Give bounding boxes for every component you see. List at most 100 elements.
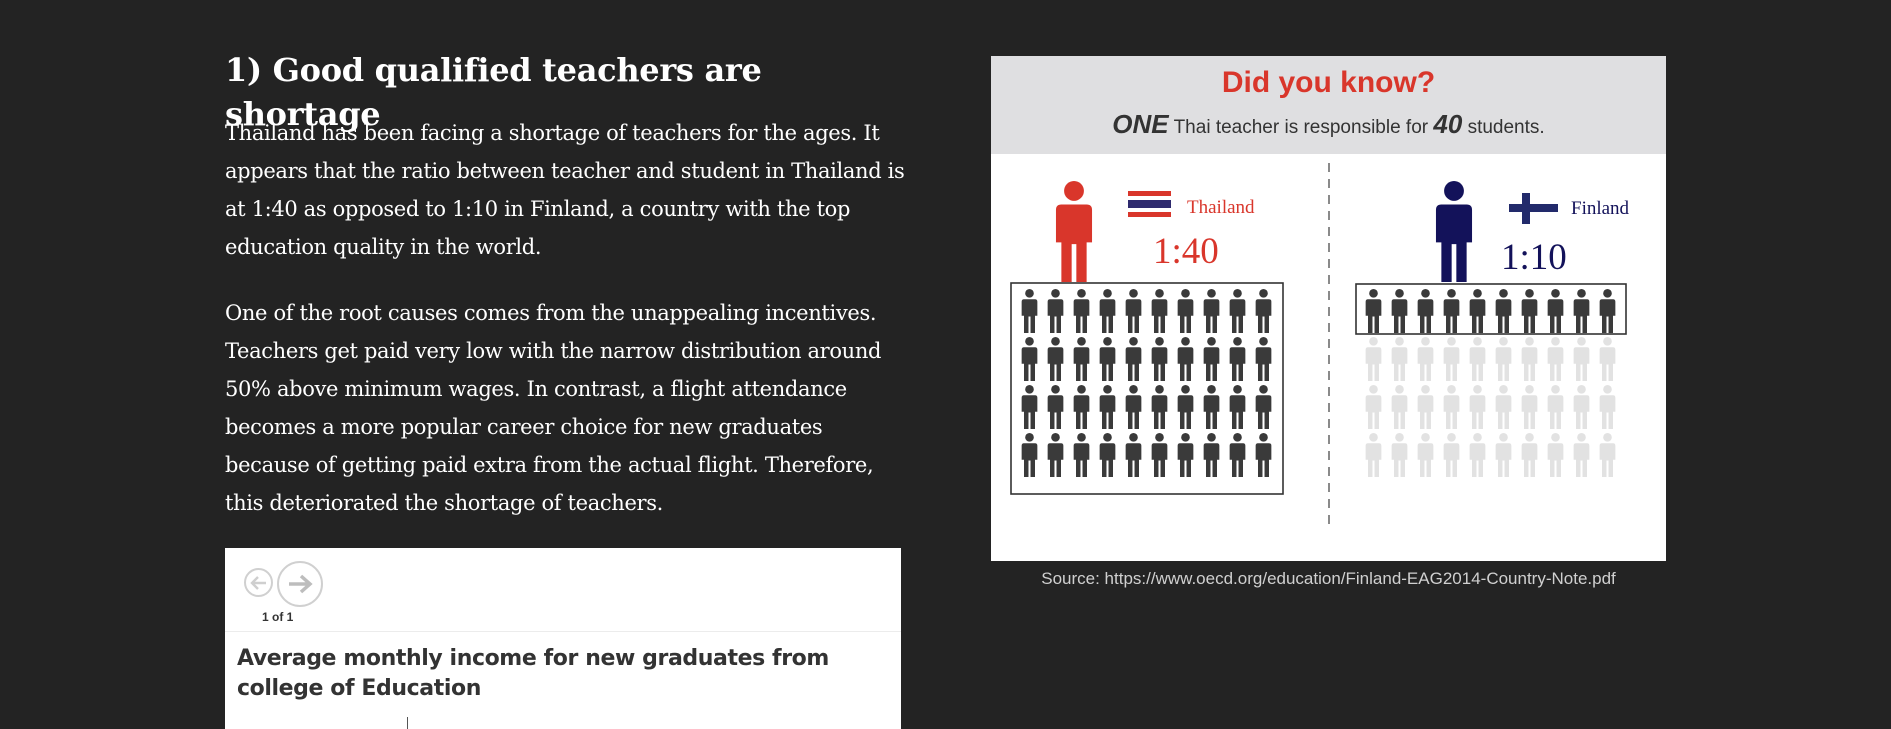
thailand-teacher-icon <box>1055 181 1093 282</box>
finland-student-icon <box>1417 433 1434 477</box>
thailand-student-icon <box>1151 289 1168 333</box>
finland-student-icon <box>1443 289 1460 333</box>
finland-students-box <box>1355 283 1627 335</box>
finland-student-icon <box>1547 337 1564 381</box>
paragraph-ratio: Thailand has been facing a shortage of t… <box>225 121 905 259</box>
finland-student-icon <box>1443 433 1460 477</box>
arrow-right-icon <box>289 574 313 594</box>
finland-student-icon <box>1417 337 1434 381</box>
finland-student-icon <box>1417 385 1434 429</box>
thailand-student-icon <box>1073 337 1090 381</box>
finland-student-icon <box>1391 433 1408 477</box>
thailand-student-icon <box>1021 433 1038 477</box>
next-chart-button[interactable] <box>277 561 323 607</box>
thailand-students-box <box>1010 282 1284 495</box>
arrow-left-icon <box>250 575 266 590</box>
finland-student-icon <box>1391 337 1408 381</box>
finland-student-icon <box>1469 433 1486 477</box>
thailand-student-icon <box>1125 337 1142 381</box>
finland-student-icon <box>1469 289 1486 333</box>
thailand-student-icon <box>1255 337 1272 381</box>
thailand-student-icon <box>1151 385 1168 429</box>
thailand-student-icon <box>1151 433 1168 477</box>
thailand-student-icon <box>1177 433 1194 477</box>
image-source: Source: https://www.oecd.org/education/F… <box>1041 569 1616 588</box>
thailand-student-icon <box>1203 337 1220 381</box>
subtitle-number: 40 <box>1433 109 1463 139</box>
finland-student-icon <box>1573 337 1590 381</box>
thailand-student-icon <box>1177 337 1194 381</box>
finland-student-icon <box>1365 289 1382 333</box>
finland-student-icon <box>1573 433 1590 477</box>
paragraph-incentives: One of the root causes comes from the un… <box>225 301 882 515</box>
finland-student-icon <box>1521 433 1538 477</box>
finland-student-icon <box>1443 337 1460 381</box>
thailand-student-icon <box>1073 385 1090 429</box>
thailand-student-icon <box>1229 337 1246 381</box>
finland-flag-icon <box>1509 193 1558 224</box>
finland-student-icon <box>1573 289 1590 333</box>
finland-student-icon <box>1495 289 1512 333</box>
thailand-student-icon <box>1099 385 1116 429</box>
finland-label: Finland <box>1571 198 1630 219</box>
thailand-student-icon <box>1255 385 1272 429</box>
infographic: Did you know? ONE Thai teacher is respon… <box>991 56 1666 561</box>
thailand-student-icon <box>1021 289 1038 333</box>
finland-student-icon <box>1469 385 1486 429</box>
thailand-student-icon <box>1099 289 1116 333</box>
thailand-student-icon <box>1203 385 1220 429</box>
previous-chart-button[interactable] <box>244 568 273 597</box>
thailand-label: Thailand <box>1187 197 1255 218</box>
finland-student-icon <box>1547 385 1564 429</box>
chart-axis-line <box>407 717 408 729</box>
infographic-subtitle: ONE Thai teacher is responsible for 40 s… <box>991 109 1666 140</box>
infographic-header <box>991 56 1666 154</box>
finland-student-icon <box>1521 337 1538 381</box>
finland-students-grid <box>1365 289 1616 477</box>
thailand-flag-icon <box>1128 191 1171 217</box>
finland-student-icon <box>1495 385 1512 429</box>
finland-student-icon <box>1365 433 1382 477</box>
thailand-student-icon <box>1047 433 1064 477</box>
thailand-student-icon <box>1203 433 1220 477</box>
finland-student-icon <box>1547 289 1564 333</box>
finland-student-icon <box>1599 385 1616 429</box>
finland-student-icon <box>1547 433 1564 477</box>
thailand-student-icon <box>1229 289 1246 333</box>
finland-student-icon <box>1599 289 1616 333</box>
finland-student-icon <box>1521 289 1538 333</box>
finland-student-icon <box>1365 385 1382 429</box>
thailand-student-icon <box>1099 337 1116 381</box>
finland-student-icon <box>1599 337 1616 381</box>
thailand-student-icon <box>1255 433 1272 477</box>
thailand-student-icon <box>1151 337 1168 381</box>
thailand-student-icon <box>1177 385 1194 429</box>
thailand-student-icon <box>1047 337 1064 381</box>
thailand-student-icon <box>1073 289 1090 333</box>
thailand-student-icon <box>1047 385 1064 429</box>
subtitle-lead: ONE <box>1112 109 1169 139</box>
thailand-student-icon <box>1125 289 1142 333</box>
thailand-student-icon <box>1125 385 1142 429</box>
chart-embed: 1 of 1 Average monthly income for new gr… <box>225 548 901 729</box>
section-heading: 1) Good qualified teachers are shortage <box>225 51 762 133</box>
finland-student-icon <box>1391 289 1408 333</box>
subtitle-mid: Thai teacher is responsible for <box>1168 117 1434 138</box>
thailand-student-icon <box>1229 433 1246 477</box>
thailand-student-icon <box>1073 433 1090 477</box>
infographic-title: Did you know? <box>1221 66 1436 99</box>
thailand-student-icon <box>1047 289 1064 333</box>
thailand-student-icon <box>1203 289 1220 333</box>
thailand-ratio: 1:40 <box>1153 231 1219 272</box>
finland-student-icon <box>1443 385 1460 429</box>
finland-student-icon <box>1469 337 1486 381</box>
thailand-student-icon <box>1099 433 1116 477</box>
subtitle-end: students. <box>1462 117 1545 138</box>
finland-student-icon <box>1391 385 1408 429</box>
finland-teacher-icon <box>1435 181 1473 282</box>
thailand-student-icon <box>1021 385 1038 429</box>
ratio-graphic: Thailand 1:40 Finland 1:10 <box>1010 163 1630 526</box>
thailand-student-icon <box>1021 337 1038 381</box>
finland-student-icon <box>1417 289 1434 333</box>
embed-divider <box>225 631 901 632</box>
